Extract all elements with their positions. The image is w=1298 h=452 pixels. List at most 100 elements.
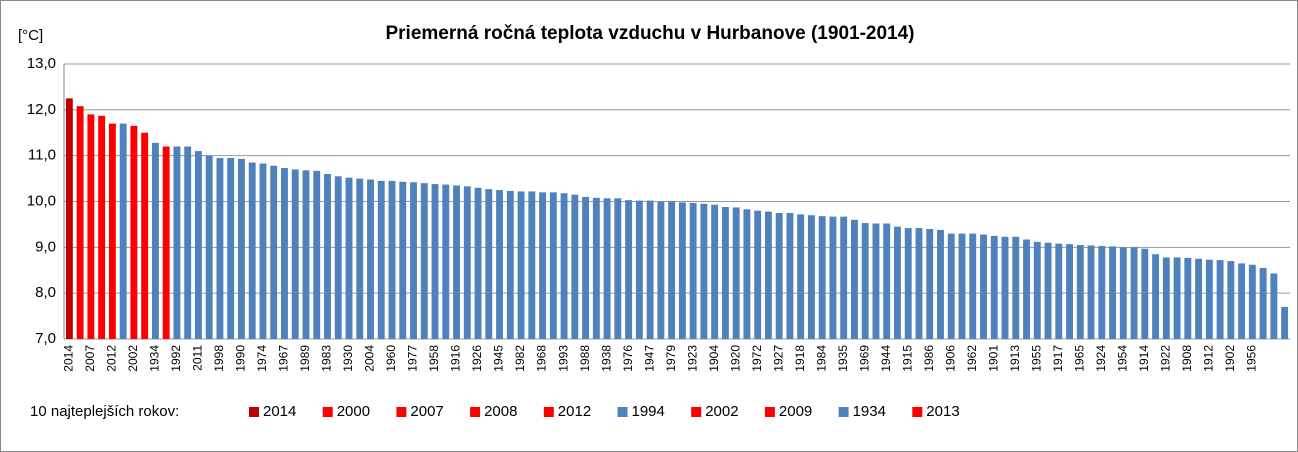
- legend-label: 2014: [263, 403, 296, 420]
- y-tick-label: 10,0: [27, 192, 56, 209]
- bar: [1270, 273, 1278, 339]
- bar: [829, 216, 837, 339]
- x-tick-label: 1969: [857, 345, 871, 372]
- legend-label: 2000: [337, 403, 370, 420]
- bar: [205, 155, 213, 339]
- bar: [754, 210, 762, 339]
- bar: [334, 176, 342, 339]
- bar: [216, 157, 224, 339]
- bar: [151, 142, 159, 339]
- x-tick-label: 1960: [384, 345, 398, 372]
- x-tick-label: 1927: [771, 345, 785, 372]
- bar: [302, 170, 310, 339]
- x-tick-label: 1965: [1072, 345, 1086, 372]
- bar: [872, 223, 880, 339]
- legend-label: 2007: [410, 403, 443, 420]
- bar: [474, 187, 482, 339]
- bar: [431, 184, 439, 339]
- chart-title: Priemerná ročná teplota vzduchu v Hurban…: [385, 23, 914, 44]
- bar: [1162, 257, 1170, 339]
- bar: [635, 200, 643, 339]
- x-tick-label: 1967: [277, 345, 291, 372]
- bar: [947, 233, 955, 339]
- bar: [1087, 245, 1095, 339]
- bar: [313, 170, 321, 339]
- x-tick-label: 2014: [62, 345, 76, 372]
- x-tick-label: 1926: [470, 345, 484, 372]
- legend-swatch: [617, 407, 628, 417]
- x-tick-label: 1908: [1180, 345, 1194, 372]
- bar: [259, 163, 267, 339]
- bar: [549, 192, 557, 339]
- bar: [1141, 248, 1149, 339]
- x-tick-label: 1962: [965, 345, 979, 372]
- legend-label: 2009: [779, 403, 812, 420]
- x-tick-label: 1913: [1008, 345, 1022, 372]
- bar: [980, 234, 987, 339]
- bar: [162, 146, 170, 339]
- bar: [539, 192, 547, 339]
- bar: [668, 201, 676, 339]
- legend-swatch: [249, 407, 259, 417]
- bar: [281, 168, 288, 339]
- x-tick-label: 1984: [814, 345, 828, 372]
- bar: [98, 115, 106, 340]
- x-tick-label: 1983: [320, 345, 334, 372]
- bar: [990, 235, 998, 339]
- x-tick-label: 1968: [535, 345, 549, 372]
- bar: [506, 190, 514, 339]
- x-tick-label: 1901: [986, 345, 1000, 372]
- bar: [248, 162, 256, 339]
- y-tick-label: 12,0: [27, 101, 56, 118]
- bar: [678, 202, 686, 339]
- bar: [388, 180, 396, 339]
- bar: [485, 189, 493, 339]
- x-tick-label: 1930: [341, 345, 355, 372]
- x-tick-label: 1935: [836, 345, 850, 372]
- legend-swatch: [396, 407, 407, 417]
- y-tick-label: 7,0: [35, 330, 56, 347]
- bar: [377, 180, 385, 339]
- bar: [851, 219, 858, 339]
- bar: [1109, 246, 1116, 339]
- bar: [1098, 245, 1106, 339]
- bar: [173, 146, 181, 339]
- bar: [1055, 243, 1063, 339]
- bar: [1227, 261, 1235, 339]
- x-tick-label: 1906: [943, 345, 957, 372]
- bar: [571, 194, 579, 339]
- bar: [87, 114, 95, 340]
- bar: [227, 157, 235, 339]
- bar: [894, 226, 901, 339]
- bar: [732, 207, 740, 339]
- bar: [786, 212, 794, 339]
- bar: [463, 186, 471, 339]
- bar: [517, 191, 525, 339]
- bar: [657, 201, 665, 339]
- x-tick-label: 1976: [621, 345, 635, 372]
- x-tick-label: 1904: [707, 345, 721, 372]
- x-tick-label: 1916: [449, 345, 463, 372]
- x-tick-label: 1993: [556, 345, 570, 372]
- bar: [1033, 241, 1041, 339]
- bar: [65, 98, 73, 339]
- bar: [797, 214, 805, 339]
- x-tick-label: 1972: [750, 345, 764, 372]
- bar: [496, 190, 503, 339]
- y-tick-label: 9,0: [35, 238, 56, 255]
- bar: [141, 132, 149, 339]
- x-tick-label: 2011: [191, 345, 205, 371]
- x-tick-label: 1990: [234, 345, 248, 372]
- x-tick-label: 1977: [406, 345, 420, 372]
- bar: [76, 106, 84, 340]
- bar: [775, 212, 783, 339]
- bar: [818, 216, 826, 339]
- x-tick-label: 1914: [1137, 345, 1151, 372]
- bar: [1184, 257, 1192, 339]
- bar: [367, 179, 374, 339]
- x-tick-label: 1992: [169, 345, 183, 372]
- bar: [1216, 260, 1224, 339]
- x-tick-label: 1944: [879, 345, 893, 372]
- bar: [743, 209, 751, 339]
- bar: [1248, 264, 1256, 339]
